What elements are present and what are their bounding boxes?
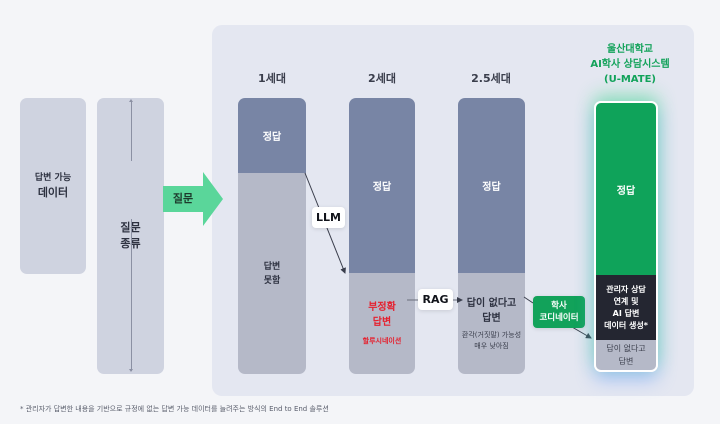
coordinator-line1: 학사: [551, 301, 567, 311]
range-line-top: [131, 101, 132, 161]
question-arrow-icon: [163, 172, 223, 226]
umate-middle-line3: AI 답변: [612, 308, 640, 318]
gen-1-no-answer: 답변 못함: [238, 173, 306, 374]
question-arrow-label: 질문: [172, 192, 194, 205]
question-type-box: 질문 종류: [97, 98, 164, 374]
umate-admin-link: 관리자 상담 연계 및 AI 답변 데이터 생성*: [596, 275, 656, 340]
umate-correct: 정답: [596, 103, 656, 275]
gen-2-correct-label: 정답: [372, 182, 392, 193]
question-type-line2: 종류: [120, 236, 140, 252]
umate-title: 울산대학교 AI학사 상담시스템 (U-MATE): [570, 42, 690, 87]
gen-25-correct-label: 정답: [482, 182, 501, 193]
answerable-data-box: 답변 가능 데이터: [20, 98, 86, 274]
gen-2-inaccurate: 부정확 답변 할루시네이션: [349, 273, 415, 374]
umate-correct-label: 정답: [616, 185, 636, 197]
umate-no-answer: 답이 없다고 답변: [596, 340, 656, 370]
arrow-up-icon: [129, 99, 133, 102]
umate-column: 정답 관리자 상담 연계 및 AI 답변 데이터 생성* 답이 없다고 답변: [594, 101, 658, 372]
gen-1-correct-label: 정답: [262, 132, 282, 143]
range-line-bottom: [131, 219, 132, 371]
gen-1-column: 정답 답변 못함: [238, 98, 306, 374]
gen-1-no-answer-line1: 답변: [263, 261, 281, 272]
gen-25-note-line2: 매우 낮아짐: [474, 341, 509, 350]
umate-bottom-line2: 답변: [618, 357, 634, 366]
gen-25-note-line1: 환각(거짓말) 가능성: [461, 330, 522, 339]
gen-1-correct: 정답: [238, 98, 306, 173]
coordinator-tag: 학사 코디네이터: [533, 296, 585, 328]
gen-1-label: 1세대: [258, 72, 286, 85]
gen-2-label: 2세대: [368, 72, 396, 85]
umate-middle-line1: 관리자 상담: [606, 284, 646, 294]
question-type-line1: 질문: [120, 220, 140, 236]
gen-2-inaccurate-line1: 부정확: [368, 301, 396, 313]
llm-tag: LLM: [312, 207, 345, 228]
rag-tag: RAG: [418, 289, 453, 310]
gen-25-no-answer-line2: 답변: [482, 312, 501, 324]
gen-2-hallucination-note: 할루시네이션: [362, 336, 402, 345]
gen-25-label: 2.5세대: [471, 72, 511, 85]
gen-25-correct: 정답: [458, 98, 525, 273]
answerable-data-line1: 답변 가능: [34, 173, 72, 183]
umate-title-line1: 울산대학교: [607, 44, 653, 55]
gen-2-correct: 정답: [349, 98, 415, 273]
coordinator-line2: 코디네이터: [539, 313, 579, 323]
umate-middle-line2: 연계 및: [613, 296, 639, 306]
arrow-down-icon: [129, 369, 133, 372]
umate-middle-line4: 데이터 생성*: [604, 320, 648, 330]
footnote: * 관리자가 답변한 내용을 기반으로 규정에 없는 답변 가능 데이터를 늘려…: [20, 405, 329, 413]
gen-1-no-answer-line2: 못함: [263, 275, 281, 286]
answerable-data-line2: 데이터: [37, 186, 69, 199]
umate-title-line2: AI학사 상담시스템: [590, 59, 670, 70]
gen-25-no-answer-line1: 답이 없다고: [466, 297, 517, 309]
gen-25-no-answer: 답이 없다고 답변 환각(거짓말) 가능성 매우 낮아짐: [458, 273, 525, 374]
umate-bottom-line1: 답이 없다고: [606, 344, 646, 353]
gen-2-column: 정답 부정확 답변 할루시네이션: [349, 98, 415, 374]
umate-title-line3: (U-MATE): [604, 74, 656, 85]
gen-2-inaccurate-line2: 답변: [372, 316, 392, 328]
gen-25-column: 정답 답이 없다고 답변 환각(거짓말) 가능성 매우 낮아짐: [458, 98, 525, 374]
